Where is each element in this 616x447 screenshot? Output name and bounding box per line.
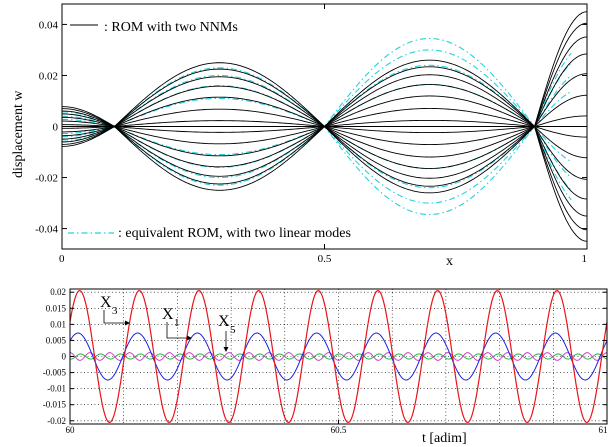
annotation-x1-arrowhead bbox=[187, 335, 192, 341]
bottom-curves bbox=[69, 289, 608, 424]
annotation-x3-arrowhead bbox=[125, 320, 130, 326]
bottom-ytick-label-5: 0.005 bbox=[46, 335, 67, 345]
top-ytick-label-0: -0.04 bbox=[35, 224, 58, 236]
top-cyan-curve-0-1 bbox=[61, 52, 572, 216]
top-curves bbox=[61, 11, 588, 242]
top-cyan-curve-0-0 bbox=[61, 37, 572, 201]
legend-solid-label: : ROM with two NNMs bbox=[104, 20, 238, 35]
annotation-x5-sub: 5 bbox=[230, 324, 236, 336]
top-ylabel: displacement w bbox=[11, 90, 26, 178]
annotation-x5-arrowhead bbox=[223, 347, 229, 352]
top-xtick-label-2: 1 bbox=[582, 253, 588, 265]
bottom-ytick-label-0: -0.02 bbox=[47, 416, 66, 426]
top-ytick-label-2: 0 bbox=[53, 122, 59, 134]
top-xtick-label-1: 0.5 bbox=[318, 253, 332, 265]
bottom-xtick-label-2: 61 bbox=[599, 425, 608, 435]
annotation-x3: X 3 bbox=[100, 294, 130, 326]
top-cyan-curve-1-1 bbox=[61, 62, 572, 204]
bottom-ytick-label-4: 0 bbox=[62, 352, 67, 362]
annotation-x5-label: X bbox=[218, 313, 230, 330]
annotation-x1-arrow bbox=[166, 322, 187, 339]
bottom-series-X3-line bbox=[69, 289, 608, 424]
bottom-ytick-label-2: -0.01 bbox=[47, 384, 66, 394]
bottom-chart: 60 60.5 61 -0.02 -0.015 -0.01 -0.005 0 0.005 0.01… bbox=[43, 287, 608, 446]
annotation-x1-sub: 1 bbox=[174, 317, 180, 329]
bottom-ytick-label-6: 0.01 bbox=[50, 319, 66, 329]
top-ytick-label-1: -0.02 bbox=[35, 173, 58, 185]
bottom-ytick-label-1: -0.015 bbox=[43, 400, 67, 410]
top-ytick-label-4: 0.04 bbox=[39, 19, 59, 31]
bottom-series-extra-line bbox=[69, 353, 608, 360]
bottom-ytick-label-8: 0.02 bbox=[50, 287, 66, 297]
bottom-xlabel: t [adim] bbox=[422, 431, 467, 446]
bottom-series-X1-line bbox=[69, 332, 608, 381]
annotation-x3-label: X bbox=[100, 294, 112, 311]
annotation-x3-arrow bbox=[103, 310, 125, 324]
annotation-x1-label: X bbox=[162, 306, 174, 323]
bottom-ytick-label-3: -0.005 bbox=[43, 368, 67, 378]
top-chart: 0 0.5 1 -0.04 -0.02 0 0.02 0.04 : ROM with two … bbox=[11, 3, 588, 269]
annotation-x5: X 5 bbox=[218, 313, 236, 352]
top-xlabel: x bbox=[446, 254, 453, 269]
top-ytick-label-3: 0.02 bbox=[39, 70, 58, 82]
bottom-xtick-label-0: 60 bbox=[66, 425, 76, 435]
bottom-ticks: 60 60.5 61 -0.02 -0.015 -0.01 -0.005 0 0.005 0.01… bbox=[43, 287, 608, 435]
top-xtick-label-0: 0 bbox=[59, 253, 65, 265]
top-cyan-curve-1-0 bbox=[61, 49, 572, 191]
annotation-x1: X 1 bbox=[162, 306, 192, 341]
annotation-x3-sub: 3 bbox=[112, 305, 118, 317]
bottom-grid bbox=[70, 289, 607, 424]
bottom-ytick-label-7: 0.015 bbox=[46, 303, 67, 313]
bottom-series-X5-line bbox=[69, 352, 608, 361]
top-ticks: 0 0.5 1 -0.04 -0.02 0 0.02 0.04 bbox=[35, 4, 588, 265]
legend-dashdot-label: : equivalent ROM, with two linear modes bbox=[118, 226, 351, 241]
bottom-xtick-label-1: 60.5 bbox=[331, 425, 347, 435]
